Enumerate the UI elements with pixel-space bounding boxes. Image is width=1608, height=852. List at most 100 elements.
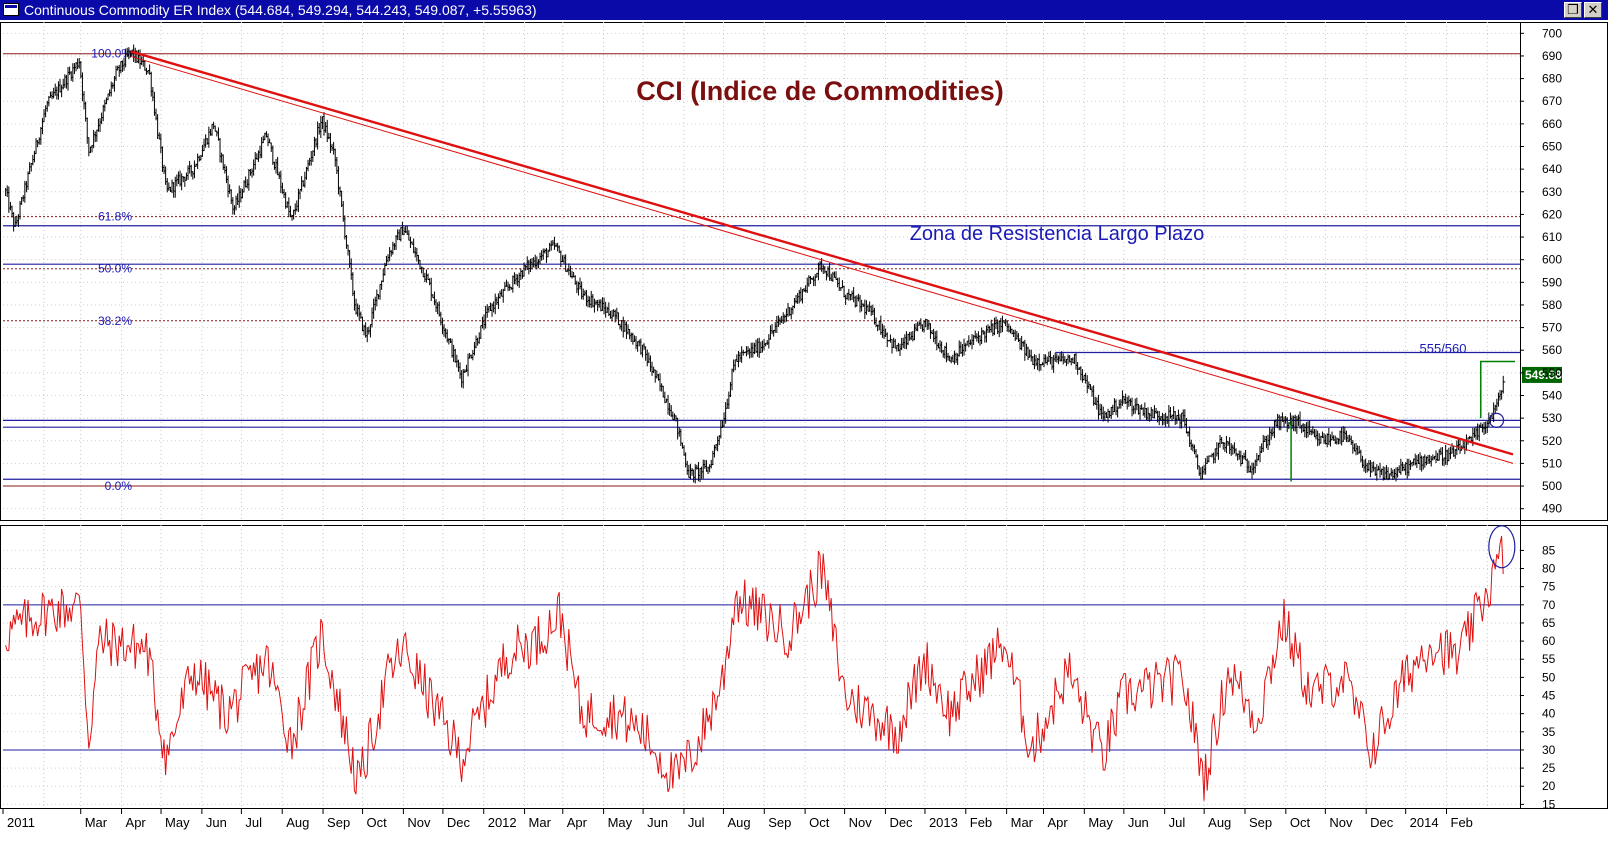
window-title: Continuous Commodity ER Index (544.684, … [24, 2, 537, 18]
price-bar [48, 95, 51, 107]
price-bar [214, 125, 218, 132]
x-tick-label: Nov [849, 815, 873, 830]
x-tick-label: Dec [1370, 815, 1394, 830]
close-window-button[interactable]: ✕ [1584, 2, 1602, 18]
oscillator-tick-label: 60 [1542, 634, 1556, 648]
x-tick-label: 2013 [929, 815, 958, 830]
x-tick-label: Sep [327, 815, 350, 830]
x-tick-label: Sep [768, 815, 791, 830]
x-tick-label: Aug [1208, 815, 1231, 830]
price-tick-label: 660 [1542, 117, 1562, 131]
resistance-zone-label: Zona de Resistencia Largo Plazo [910, 223, 1205, 245]
price-tick-label: 590 [1542, 275, 1562, 289]
price-tick-label: 610 [1542, 230, 1562, 244]
window-icon[interactable] [3, 3, 19, 16]
x-tick-label: Jul [1169, 815, 1186, 830]
x-tick-label: Jul [688, 815, 705, 830]
price-bar [617, 312, 621, 326]
price-bar [269, 138, 272, 144]
fibonacci-label: 50.0% [98, 262, 132, 276]
x-tick-label: Dec [889, 815, 913, 830]
price-bar [886, 332, 890, 348]
oscillator-tick-label: 80 [1542, 562, 1556, 576]
x-tick-label: 2014 [1410, 815, 1439, 830]
price-series [5, 44, 1506, 484]
x-tick-label: Jun [647, 815, 668, 830]
oscillator-tick-label: 30 [1542, 743, 1556, 757]
fibonacci-label: 100.0% [91, 47, 132, 61]
price-tick-label: 560 [1542, 343, 1562, 357]
x-tick-label: Oct [809, 815, 830, 830]
x-tick-label: Aug [727, 815, 750, 830]
oscillator-tick-label: 20 [1542, 779, 1556, 793]
fibonacci-label: 61.8% [98, 210, 132, 224]
x-tick-label: Nov [1329, 815, 1353, 830]
oscillator-tick-label: 45 [1542, 689, 1556, 703]
price-tick-label: 620 [1542, 207, 1562, 221]
x-tick-label: Feb [1451, 815, 1473, 830]
price-tick-label: 600 [1542, 253, 1562, 267]
x-tick-label: Feb [970, 815, 992, 830]
oscillator-highlight-circle [1488, 525, 1516, 569]
oscillator-tick-label: 85 [1542, 543, 1556, 557]
oscillator-tick-label: 50 [1542, 670, 1556, 684]
x-tick-label: Mar [85, 815, 108, 830]
last-price-tag: 549.08 [1522, 366, 1562, 383]
oscillator-line [5, 535, 1504, 801]
restore-window-button[interactable]: ❐ [1564, 2, 1582, 18]
x-tick-label: Mar [529, 815, 552, 830]
price-tick-label: 510 [1542, 456, 1562, 470]
oscillator-tick-label: 55 [1542, 652, 1556, 666]
oscillator-tick-label: 70 [1542, 598, 1556, 612]
x-tick-label: Dec [447, 815, 471, 830]
price-tick-label: 530 [1542, 411, 1562, 425]
x-tick-label: Mar [1011, 815, 1034, 830]
fibonacci-label: 0.0% [105, 479, 133, 493]
oscillator-series [3, 525, 1520, 801]
overlay-layer: 549.08 [130, 50, 1562, 482]
oscillator-tick-label: 35 [1542, 725, 1556, 739]
price-tick-label: 540 [1542, 389, 1562, 403]
price-bar [1040, 364, 1043, 371]
x-tick-label: 2011 [7, 815, 35, 830]
oscillator-pane-frame [0, 525, 1608, 809]
x-tick-label: Oct [1290, 815, 1311, 830]
chart-title: CCI (Indice de Commodities) [636, 76, 1004, 106]
price-bar [1502, 375, 1506, 394]
price-tick-label: 690 [1542, 49, 1562, 63]
last-price-tag-text: 549.08 [1525, 368, 1562, 382]
price-tick-label: 640 [1542, 162, 1562, 176]
price-tick-label: 700 [1542, 26, 1562, 40]
price-bar [1208, 455, 1211, 463]
x-tick-label: Apr [567, 815, 588, 830]
main-downtrend-line [130, 50, 1514, 456]
x-tick-label: 2012 [488, 815, 517, 830]
x-tick-label: May [165, 815, 190, 830]
level-layer: 100.0% 61.8% 50.0% 38.2% 0.0% [3, 47, 1520, 493]
breakout-circle [1488, 412, 1505, 428]
price-tick-label: 570 [1542, 321, 1562, 335]
price-tick-label: 490 [1542, 502, 1562, 516]
price-bar [1001, 315, 1005, 333]
target-label: 555/560 [1420, 341, 1467, 356]
x-tick-label: Aug [286, 815, 309, 830]
x-tick-label: Nov [407, 815, 431, 830]
x-tick-label: Jun [1128, 815, 1149, 830]
price-tick-label: 520 [1542, 434, 1562, 448]
x-tick-label: Jun [206, 815, 227, 830]
oscillator-tick-label: 40 [1542, 707, 1556, 721]
oscillator-tick-label: 65 [1542, 616, 1556, 630]
oscillator-tick-label: 75 [1542, 580, 1556, 594]
x-tick-label: Jul [245, 815, 262, 830]
price-tick-label: 550 [1542, 366, 1562, 380]
price-tick-label: 630 [1542, 185, 1562, 199]
price-tick-label: 680 [1542, 72, 1562, 86]
price-tick-label: 670 [1542, 94, 1562, 108]
oscillator-tick-label: 15 [1542, 797, 1556, 811]
x-tick-label: Sep [1249, 815, 1272, 830]
x-tick-label: Apr [126, 815, 147, 830]
price-tick-label: 500 [1542, 479, 1562, 493]
x-tick-label: May [1088, 815, 1113, 830]
price-tick-label: 650 [1542, 140, 1562, 154]
